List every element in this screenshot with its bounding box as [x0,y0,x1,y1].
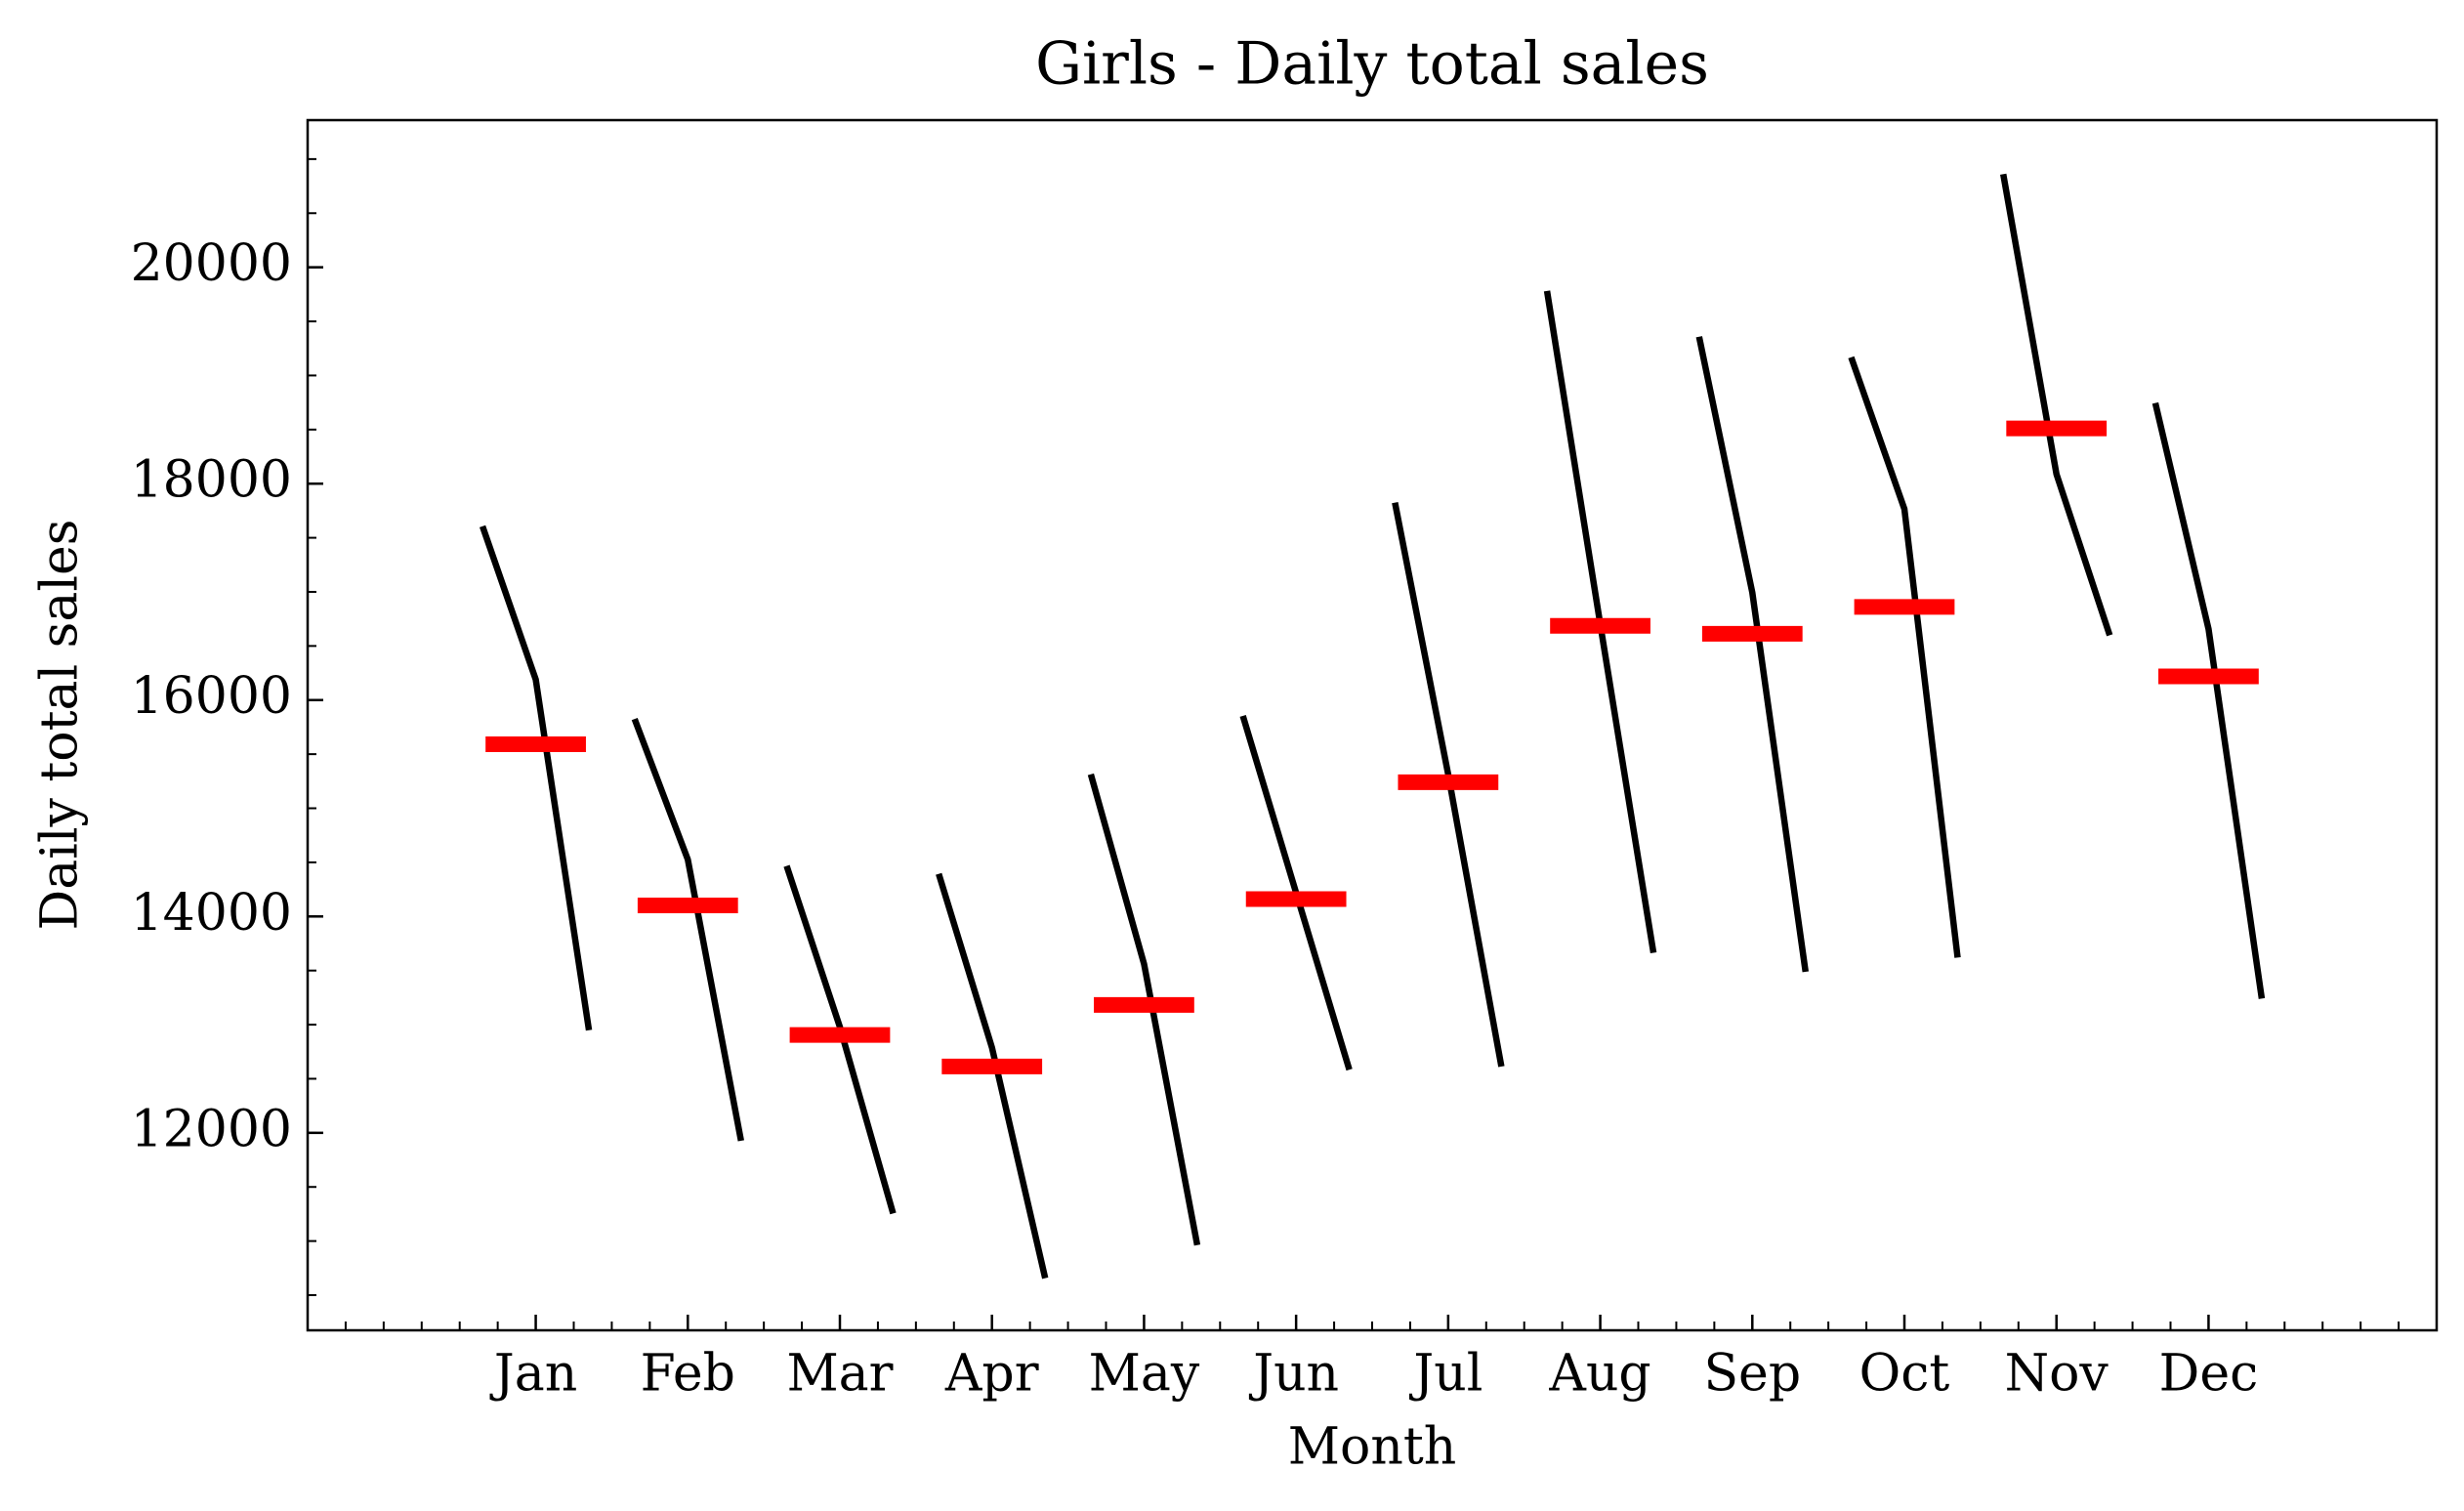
x-tick-label: Sep [1703,1345,1801,1404]
x-tick-label: Jul [1408,1345,1483,1404]
subseries-line [2151,401,2266,999]
subseries-line [631,717,744,1142]
x-tick-label: Mar [786,1345,893,1404]
y-axis-label: Daily total sales [31,520,90,931]
x-tick-label: Jan [489,1345,577,1404]
x-tick-label: Apr [944,1345,1039,1404]
x-tick-label: Oct [1859,1345,1950,1404]
subseries-line [2000,173,2113,637]
subseries-line [783,864,897,1215]
subseries-line [936,872,1049,1280]
subseries-line [1848,356,1961,958]
y-tick-label: 18000 [131,451,292,510]
x-tick-label: Feb [641,1345,735,1404]
y-tick-label: 16000 [131,667,292,726]
y-tick-label: 14000 [131,884,292,943]
subseries-line [480,525,593,1031]
x-axis-label: Month [1288,1418,1456,1477]
x-tick-label: Dec [2159,1345,2259,1404]
subseries-line [1392,501,1505,1068]
plot-frame [306,118,2439,1332]
x-tick-label: Jun [1248,1345,1339,1404]
x-tick-label: Aug [1548,1345,1650,1404]
subseries-line [1087,773,1201,1246]
y-tick-label: 12000 [131,1100,292,1158]
x-tick-label: May [1089,1345,1200,1404]
chart-title: Girls - Daily total sales [1035,30,1709,99]
y-tick-label: 20000 [131,234,292,293]
subseries-line [1695,336,1810,973]
x-tick-label: Nov [2005,1345,2109,1404]
